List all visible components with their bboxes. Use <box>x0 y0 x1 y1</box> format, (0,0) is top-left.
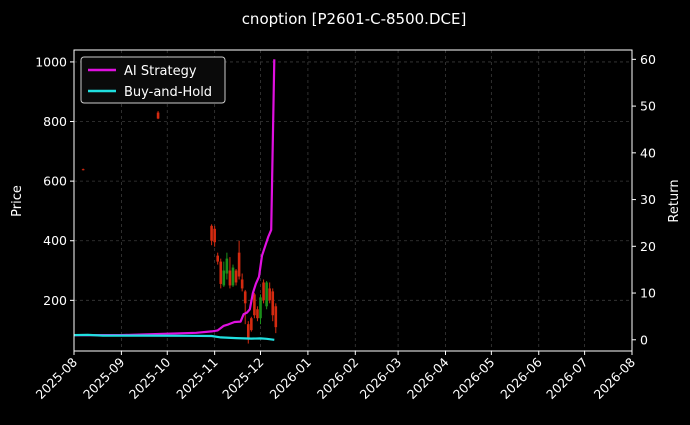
y-tick-label-right: 30 <box>640 192 656 207</box>
candle-body <box>237 252 241 277</box>
y-axis-label-left: Price <box>10 185 25 217</box>
candle-body <box>216 255 220 262</box>
chart-title: cnoption [P2601-C-8500.DCE] <box>242 10 467 28</box>
candle-body <box>225 258 229 274</box>
candle-body <box>256 309 259 319</box>
y-tick-label-right: 40 <box>640 145 656 160</box>
legend-label-ai-strategy: AI Strategy <box>124 64 197 79</box>
candle-body <box>262 282 265 301</box>
candle-body <box>271 291 275 316</box>
candle-body <box>210 225 213 241</box>
plot-frame <box>73 49 633 352</box>
y-tick-label-right: 10 <box>640 286 656 301</box>
y-tick-label-right: 0 <box>640 332 648 347</box>
candle-body <box>274 306 278 328</box>
legend-label-buy-and-hold: Buy-and-Hold <box>124 85 212 100</box>
candle-body <box>259 297 262 319</box>
candle-body <box>243 291 247 304</box>
candle-body <box>156 112 160 119</box>
candle-body <box>222 270 226 286</box>
series-lines <box>73 59 276 341</box>
series-line-buy-and-hold <box>73 333 275 341</box>
candle-body <box>253 294 256 316</box>
y-tick-label-left: 800 <box>43 114 67 129</box>
candle-body <box>265 282 268 307</box>
candle-body <box>231 267 235 286</box>
legend-box <box>80 56 226 104</box>
y-tick-label-left: 600 <box>43 174 67 189</box>
y-tick-label-right: 50 <box>640 99 656 114</box>
candle-body <box>219 261 223 284</box>
candles <box>81 111 278 344</box>
y-tick-label-left: 200 <box>43 293 67 308</box>
candle-body <box>240 279 244 289</box>
y-tick-label-right: 20 <box>640 239 656 254</box>
candle-body <box>246 324 250 340</box>
y-tick-label-right: 60 <box>640 52 656 67</box>
y-tick-label-left: 1000 <box>35 54 67 69</box>
y-axis-label-right: Return <box>667 179 682 222</box>
series-line-ai-strategy <box>74 59 276 337</box>
legend: AI Strategy Buy-and-Hold <box>80 56 226 104</box>
candle-body <box>234 270 238 283</box>
y-tick-label-left: 400 <box>43 233 67 248</box>
candle-body <box>81 169 85 171</box>
candle-body <box>250 318 253 331</box>
candle-body <box>268 288 271 301</box>
candle-body <box>213 228 216 243</box>
candle-body <box>228 270 232 286</box>
